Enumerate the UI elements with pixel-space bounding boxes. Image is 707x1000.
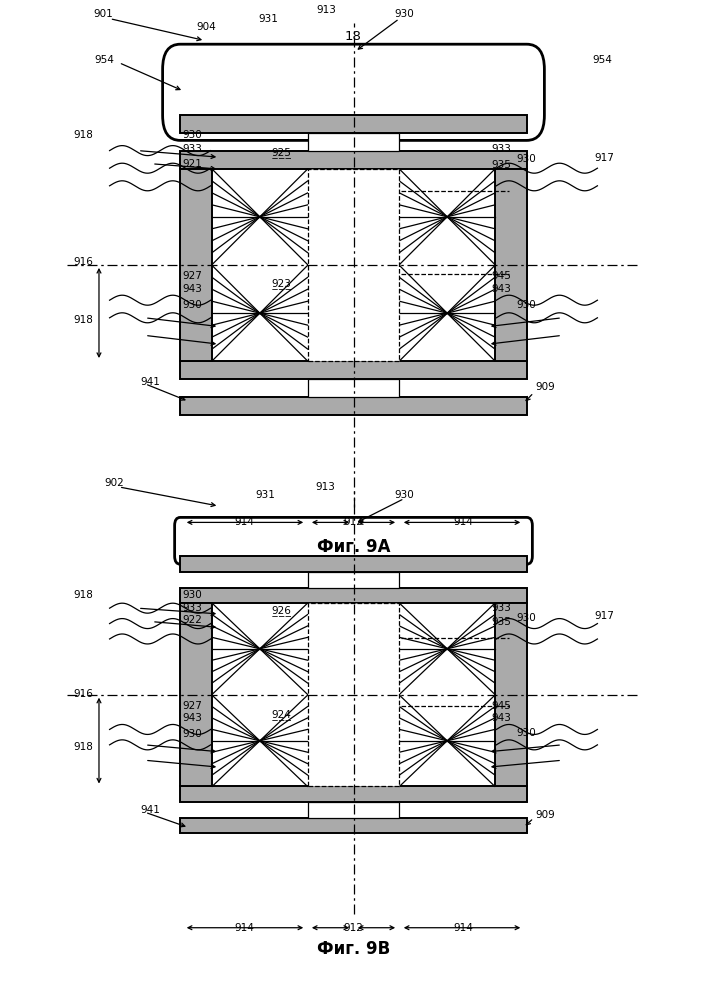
Text: 930: 930 bbox=[395, 490, 414, 500]
Text: 917: 917 bbox=[594, 153, 614, 163]
Text: 914: 914 bbox=[453, 517, 473, 527]
Text: 930: 930 bbox=[182, 590, 202, 600]
Text: 912: 912 bbox=[344, 517, 363, 527]
Bar bbox=[308, 379, 399, 397]
Text: 914: 914 bbox=[234, 923, 254, 933]
Text: 954: 954 bbox=[95, 55, 115, 65]
Text: 927: 927 bbox=[182, 271, 202, 281]
Bar bbox=[180, 115, 527, 133]
Text: 918: 918 bbox=[74, 590, 93, 600]
Text: 945: 945 bbox=[491, 271, 511, 281]
Text: 930: 930 bbox=[182, 729, 202, 739]
Text: 9̲2̲5̲: 9̲2̲5̲ bbox=[271, 147, 291, 158]
Text: 918: 918 bbox=[74, 315, 93, 325]
Bar bbox=[180, 588, 527, 603]
Text: 933: 933 bbox=[491, 603, 511, 613]
Text: 945: 945 bbox=[491, 701, 511, 711]
Bar bbox=[308, 572, 399, 588]
Text: 909: 909 bbox=[535, 382, 555, 392]
Text: 930: 930 bbox=[182, 130, 202, 140]
Text: 918: 918 bbox=[74, 742, 93, 752]
FancyBboxPatch shape bbox=[163, 44, 544, 140]
Text: 933: 933 bbox=[182, 603, 202, 613]
Bar bbox=[308, 169, 399, 361]
Text: 943: 943 bbox=[491, 713, 511, 723]
Text: 930: 930 bbox=[395, 9, 414, 19]
Text: 921: 921 bbox=[182, 159, 202, 169]
Text: Фиг. 9В: Фиг. 9В bbox=[317, 940, 390, 958]
FancyBboxPatch shape bbox=[175, 517, 532, 564]
Text: 913: 913 bbox=[317, 5, 337, 15]
Text: 943: 943 bbox=[491, 284, 511, 294]
Bar bbox=[180, 397, 527, 415]
Text: 943: 943 bbox=[182, 284, 202, 294]
Text: 901: 901 bbox=[93, 9, 113, 19]
Text: 909: 909 bbox=[535, 810, 555, 820]
Text: 922: 922 bbox=[182, 615, 202, 625]
Text: 918: 918 bbox=[74, 130, 93, 140]
Text: 904: 904 bbox=[197, 22, 216, 32]
Text: 9̲2̲6̲: 9̲2̲6̲ bbox=[271, 605, 291, 616]
Text: 943: 943 bbox=[182, 713, 202, 723]
Text: 931: 931 bbox=[255, 490, 275, 500]
Text: 933: 933 bbox=[491, 144, 511, 154]
Bar bbox=[495, 169, 527, 361]
Text: 935: 935 bbox=[491, 160, 511, 170]
Text: 930: 930 bbox=[516, 154, 536, 164]
Text: 930: 930 bbox=[516, 728, 536, 738]
Text: 941: 941 bbox=[140, 377, 160, 387]
Text: 912: 912 bbox=[344, 923, 363, 933]
Text: 930: 930 bbox=[516, 300, 536, 310]
Text: 941: 941 bbox=[140, 805, 160, 815]
Bar bbox=[180, 786, 527, 802]
Text: 917: 917 bbox=[594, 611, 614, 621]
Bar bbox=[495, 603, 527, 786]
Text: 916: 916 bbox=[74, 689, 93, 699]
Text: 9̲2̲3̲: 9̲2̲3̲ bbox=[271, 278, 291, 289]
Text: 18: 18 bbox=[345, 30, 362, 43]
Text: 9̲2̲4̲: 9̲2̲4̲ bbox=[271, 709, 291, 720]
Text: 930: 930 bbox=[516, 613, 536, 623]
Text: 914: 914 bbox=[234, 517, 254, 527]
Bar bbox=[308, 133, 399, 151]
Text: 930: 930 bbox=[182, 300, 202, 310]
Text: 933: 933 bbox=[182, 144, 202, 154]
Text: 913: 913 bbox=[315, 482, 335, 492]
Text: 914: 914 bbox=[453, 923, 473, 933]
Bar bbox=[180, 818, 527, 833]
Text: 935: 935 bbox=[491, 617, 511, 627]
Text: Фиг. 9А: Фиг. 9А bbox=[317, 538, 390, 556]
Text: 927: 927 bbox=[182, 701, 202, 711]
Text: 931: 931 bbox=[259, 14, 279, 24]
Bar bbox=[308, 603, 399, 786]
Bar bbox=[180, 169, 212, 361]
Bar bbox=[180, 361, 527, 379]
Bar bbox=[180, 603, 212, 786]
Text: 954: 954 bbox=[592, 55, 612, 65]
Text: 916: 916 bbox=[74, 257, 93, 267]
Bar bbox=[180, 151, 527, 169]
Bar bbox=[308, 802, 399, 818]
Text: 902: 902 bbox=[105, 478, 124, 488]
Bar bbox=[180, 556, 527, 572]
